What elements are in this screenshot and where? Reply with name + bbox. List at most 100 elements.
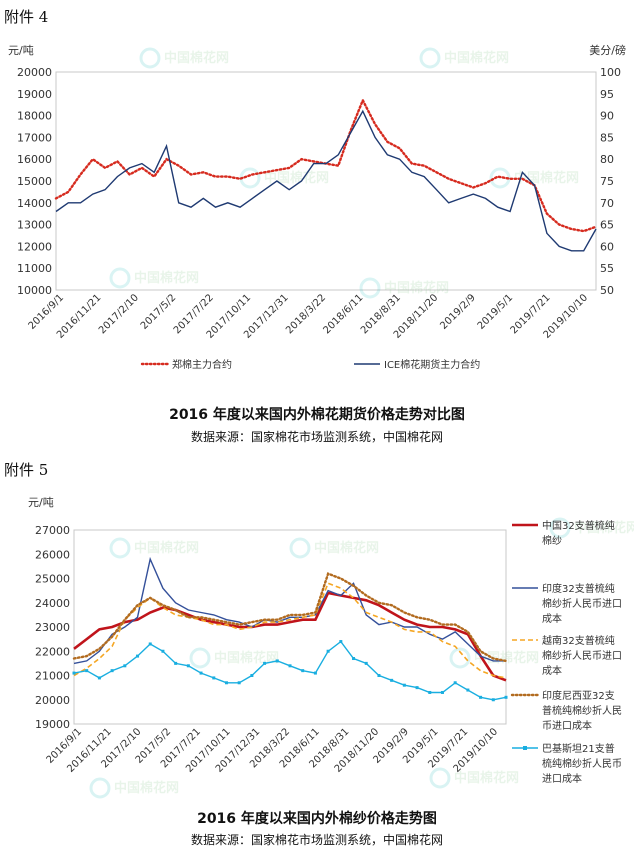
series-marker — [402, 683, 406, 687]
series-marker — [415, 686, 419, 690]
series-marker — [313, 671, 317, 675]
y-tick-right: 70 — [600, 197, 614, 210]
y-axis-label: 元/吨 — [28, 496, 54, 509]
y-tick-right: 75 — [600, 175, 614, 188]
y-tick-right: 85 — [600, 131, 614, 144]
annex-4-label: 附件 4 — [4, 8, 49, 26]
watermark-1: 中国棉花网 — [419, 47, 509, 69]
watermark-text: 中国棉花网 — [514, 170, 579, 186]
series-marker — [275, 659, 279, 663]
series-marker — [263, 661, 267, 665]
series-line-2 — [55, 109, 597, 252]
series-marker — [364, 661, 368, 665]
series-line-3 — [73, 582, 507, 679]
y-tick-left: 15000 — [17, 175, 52, 188]
series-marker — [72, 671, 76, 675]
watermark-11: 中国棉花网 — [289, 537, 379, 559]
watermark-12: 中国棉花网 — [549, 517, 634, 539]
watermark-16: 中国棉花网 — [429, 767, 519, 789]
watermark-text: 中国棉花网 — [134, 270, 199, 286]
y-tick-right: 60 — [600, 240, 614, 253]
y-axis-right-label: 美分/磅 — [589, 43, 626, 57]
series-marker — [212, 676, 216, 680]
watermark-text: 中国棉花网 — [114, 780, 179, 796]
series-marker — [148, 642, 152, 646]
x-tick: 2017/2/10 — [97, 292, 141, 336]
y-tick-right: 55 — [600, 262, 614, 275]
series-marker — [504, 695, 508, 699]
watermark-logo-icon — [89, 777, 111, 799]
plot-frame — [55, 71, 597, 291]
series-marker — [224, 681, 228, 685]
y-tick-right: 65 — [600, 219, 614, 232]
watermark-logo-icon — [289, 537, 311, 559]
legend-label-line: 棉纱折人民币进口 — [542, 649, 622, 662]
legend-label-line: 梳纯棉纱折人民币 — [542, 757, 622, 770]
watermark-4: 中国棉花网 — [109, 267, 199, 289]
chart2-source: 数据来源：国家棉花市场监测系统，中国棉花网 — [190, 833, 443, 847]
watermark-logo-icon — [239, 167, 261, 189]
legend-label-line: 中国32支普梳纯 — [542, 519, 615, 532]
legend-label-line: 成本 — [542, 612, 562, 625]
watermark-0: 中国棉花网 — [139, 47, 229, 69]
y-tick: 23000 — [35, 621, 70, 634]
series-marker — [453, 681, 457, 685]
series-line-2 — [73, 556, 506, 665]
series-marker — [123, 664, 127, 668]
legend-label-line: 棉纱折人民币进口 — [542, 597, 622, 610]
watermark-logo-icon — [109, 537, 131, 559]
plot-frame — [73, 529, 507, 725]
watermark-14: 中国棉花网 — [449, 647, 539, 669]
watermark-text: 中国棉花网 — [574, 520, 634, 536]
y-axis-left-label: 元/吨 — [8, 44, 34, 57]
watermark-logo-icon — [139, 47, 161, 69]
legend-label-1: 郑棉主力合约 — [172, 358, 232, 371]
x-tick: 2019/5/1 — [476, 292, 516, 332]
y-tick: 21000 — [35, 670, 70, 683]
legend-label-line: 成本 — [542, 664, 562, 677]
series-marker — [326, 649, 330, 653]
x-tick: 2016/9/1 — [27, 292, 67, 332]
series-marker — [301, 669, 305, 673]
series-marker — [428, 690, 432, 694]
legend-label-line: 印度尼西亚32支 — [542, 689, 615, 702]
legend-label-1: 中国32支普梳纯棉纱 — [542, 519, 615, 547]
y-tick-left: 10000 — [17, 284, 52, 297]
series-marker — [377, 674, 381, 677]
series-marker — [491, 698, 495, 702]
series-marker — [199, 671, 203, 675]
legend-label-line: 币进口成本 — [542, 719, 592, 732]
chart1-source: 数据来源：国家棉花市场监测系统，中国棉花网 — [190, 430, 443, 444]
legend-label-line: 进口成本 — [542, 772, 582, 785]
watermark-text: 中国棉花网 — [454, 770, 519, 786]
series-marker — [237, 681, 241, 685]
y-tick-left: 16000 — [17, 153, 52, 166]
y-tick-left: 13000 — [17, 219, 52, 232]
y-tick: 26000 — [35, 548, 70, 561]
watermark-text: 中国棉花网 — [134, 540, 199, 556]
y-tick-right: 80 — [600, 153, 614, 166]
legend-label-2: ICE棉花期货主力合约 — [384, 358, 480, 371]
chart1-title: 2016 年度以来国内外棉花期货价格走势对比图 — [169, 407, 465, 423]
x-tick: 2017/5/2 — [139, 292, 179, 332]
series-marker — [110, 669, 114, 673]
series-marker — [479, 695, 483, 699]
y-tick-right: 95 — [600, 88, 614, 101]
watermark-text: 中国棉花网 — [444, 50, 509, 66]
series-marker — [186, 664, 190, 668]
annex-5-label: 附件 5 — [4, 461, 49, 479]
y-tick-left: 19000 — [17, 88, 52, 101]
y-tick: 19000 — [35, 718, 70, 731]
y-tick-left: 14000 — [17, 197, 52, 210]
legend-label-3: 越南32支普梳纯棉纱折人民币进口成本 — [542, 634, 622, 677]
legend-label-2: 印度32支普梳纯棉纱折人民币进口成本 — [542, 582, 622, 625]
legend-label-5: 巴基斯坦21支普梳纯棉纱折人民币进口成本 — [542, 742, 622, 785]
series-marker — [174, 661, 178, 665]
legend-label-line: 越南32支普梳纯 — [542, 634, 615, 647]
y-tick: 25000 — [35, 573, 70, 586]
watermark-logo-icon — [549, 517, 571, 539]
y-tick-left: 12000 — [17, 240, 52, 253]
series-marker — [440, 690, 444, 694]
